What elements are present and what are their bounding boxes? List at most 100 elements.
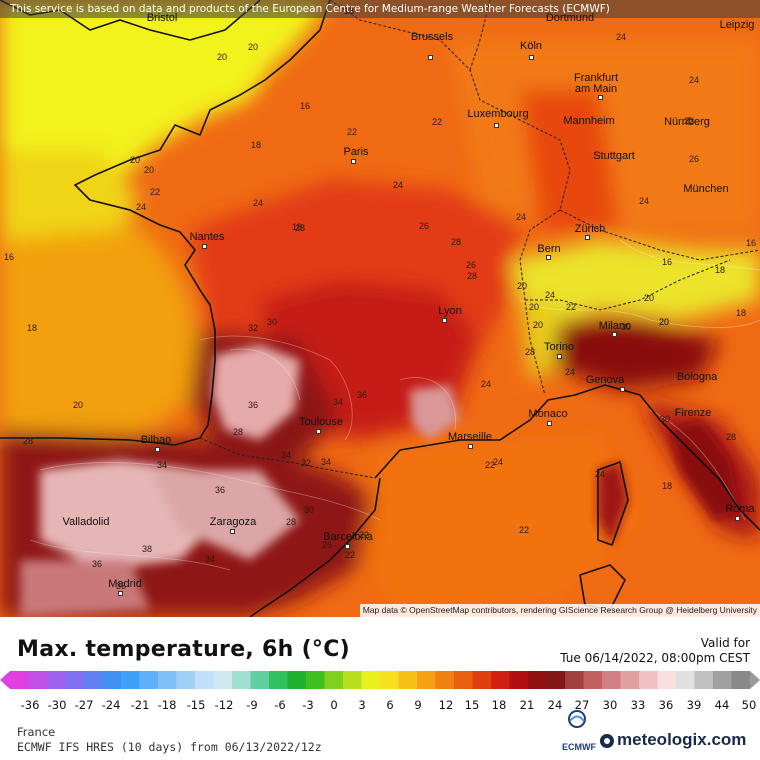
city-dot <box>620 387 625 392</box>
isotherm-value-label: 22 <box>518 525 530 535</box>
isotherm-value-label: 30 <box>266 317 278 327</box>
isotherm-value-label: 18 <box>661 481 673 491</box>
isotherm-value-label: 28 <box>285 517 297 527</box>
isotherm-value-label: 30 <box>303 505 315 515</box>
isotherm-value-label: 28 <box>22 436 34 446</box>
scale-cell <box>491 671 510 689</box>
scale-tick-label: -27 <box>74 698 94 712</box>
scale-tick-label: -6 <box>274 698 286 712</box>
temperature-map[interactable] <box>0 0 760 617</box>
isotherm-value-label: 20 <box>643 293 655 303</box>
isotherm-value-label: 24 <box>544 290 556 300</box>
scale-cell <box>287 671 307 689</box>
city-label-torino: Torino <box>544 341 574 353</box>
scale-cell <box>306 671 325 689</box>
city-label-munchen: München <box>683 183 729 195</box>
isotherm-value-label: 28 <box>450 237 462 247</box>
isotherm-value-label: 34 <box>156 460 168 470</box>
ecmwf-logo-icon <box>568 710 586 728</box>
scale-tick-label: 21 <box>519 698 535 712</box>
city-label-koln: Köln <box>519 40 543 52</box>
city-dot <box>202 244 207 249</box>
city-dot <box>598 95 603 100</box>
scale-tick-label: 39 <box>686 698 702 712</box>
isotherm-value-label: 36 <box>356 390 368 400</box>
isotherm-value-label: 18 <box>291 222 303 232</box>
scale-cell <box>657 671 677 689</box>
city-label-zaragoza: Zaragoza <box>209 516 257 528</box>
meteologix-logo-icon <box>600 734 614 748</box>
scale-cell <box>528 671 547 689</box>
city-label-firenze: Firenze <box>674 407 712 419</box>
scale-cell <box>565 671 584 689</box>
scale-tick-label: -36 <box>20 698 40 712</box>
city-label-dortmund: Dortmund <box>545 12 595 24</box>
isotherm-value-label: 24 <box>480 379 492 389</box>
city-dot <box>494 123 499 128</box>
city-label-marseille: Marseille <box>447 431 493 443</box>
scale-tick-label: 15 <box>464 698 480 712</box>
city-dot <box>428 55 433 60</box>
scale-cell <box>676 671 695 689</box>
scale-cell <box>546 671 566 689</box>
isotherm-value-label: 24 <box>492 457 504 467</box>
isotherm-value-label: 24 <box>615 32 627 42</box>
scale-cell <box>176 671 196 689</box>
isotherm-value-label: 20 <box>516 281 528 291</box>
scale-tick-label: -30 <box>47 698 67 712</box>
isotherm-value-label: 22 <box>346 127 358 137</box>
isotherm-value-label: 32 <box>300 458 312 468</box>
map-title: Max. temperature, 6h (°C) <box>17 637 351 662</box>
city-label-bilbao: Bilbao <box>140 434 172 446</box>
valid-for-label: Valid for <box>700 636 750 650</box>
scale-cell <box>28 671 48 689</box>
isotherm-value-label: 20 <box>658 317 670 327</box>
city-label-genova: Genova <box>585 374 625 386</box>
scale-tick-label: 9 <box>414 698 422 712</box>
scale-cell <box>583 671 603 689</box>
scale-cell <box>361 671 381 689</box>
scale-tick-label: 0 <box>330 698 338 712</box>
city-dot <box>118 591 123 596</box>
city-label-madrid: Madrid <box>108 578 142 590</box>
city-dot <box>585 235 590 240</box>
map-attribution[interactable]: Map data © OpenStreetMap contributors, r… <box>359 604 760 617</box>
scale-cell <box>417 671 436 689</box>
isotherm-value-label: 22 <box>358 530 370 540</box>
scale-cell <box>435 671 455 689</box>
scale-cell <box>343 671 362 689</box>
city-label-stuttgart: Stuttgart <box>593 150 635 162</box>
scale-cell <box>324 671 344 689</box>
scale-tick-label: 27 <box>574 698 590 712</box>
scale-cell <box>158 671 177 689</box>
temperature-color-scale <box>0 671 760 689</box>
scale-cell <box>232 671 251 689</box>
city-label-bologna: Bologna <box>676 371 718 383</box>
isotherm-value-label: 36 <box>214 485 226 495</box>
city-dot <box>230 529 235 534</box>
city-dot <box>547 421 552 426</box>
scale-cell <box>454 671 473 689</box>
scale-tick-label: 30 <box>602 698 618 712</box>
city-dot <box>557 354 562 359</box>
scale-cell <box>472 671 492 689</box>
scale-cell <box>47 671 66 689</box>
scale-tick-label: -9 <box>246 698 258 712</box>
isotherm-value-label: 20 <box>216 52 228 62</box>
scale-cell <box>195 671 214 689</box>
scale-cell <box>121 671 140 689</box>
scale-cell <box>380 671 399 689</box>
ecmwf-banner: This service is based on data and produc… <box>0 0 760 18</box>
isotherm-value-label: 20 <box>532 320 544 330</box>
isotherm-value-label: 24 <box>564 367 576 377</box>
isotherm-value-label: 26 <box>418 221 430 231</box>
isotherm-value-label: 38 <box>141 544 153 554</box>
city-dot <box>316 429 321 434</box>
city-dot <box>735 516 740 521</box>
isotherm-value-label: 24 <box>515 212 527 222</box>
map-canvas <box>0 0 760 617</box>
scale-tick-label: -12 <box>214 698 234 712</box>
isotherm-value-label: 26 <box>465 260 477 270</box>
scale-tick-label: -15 <box>186 698 206 712</box>
meteologix-brand[interactable]: meteologix.com <box>617 730 747 749</box>
